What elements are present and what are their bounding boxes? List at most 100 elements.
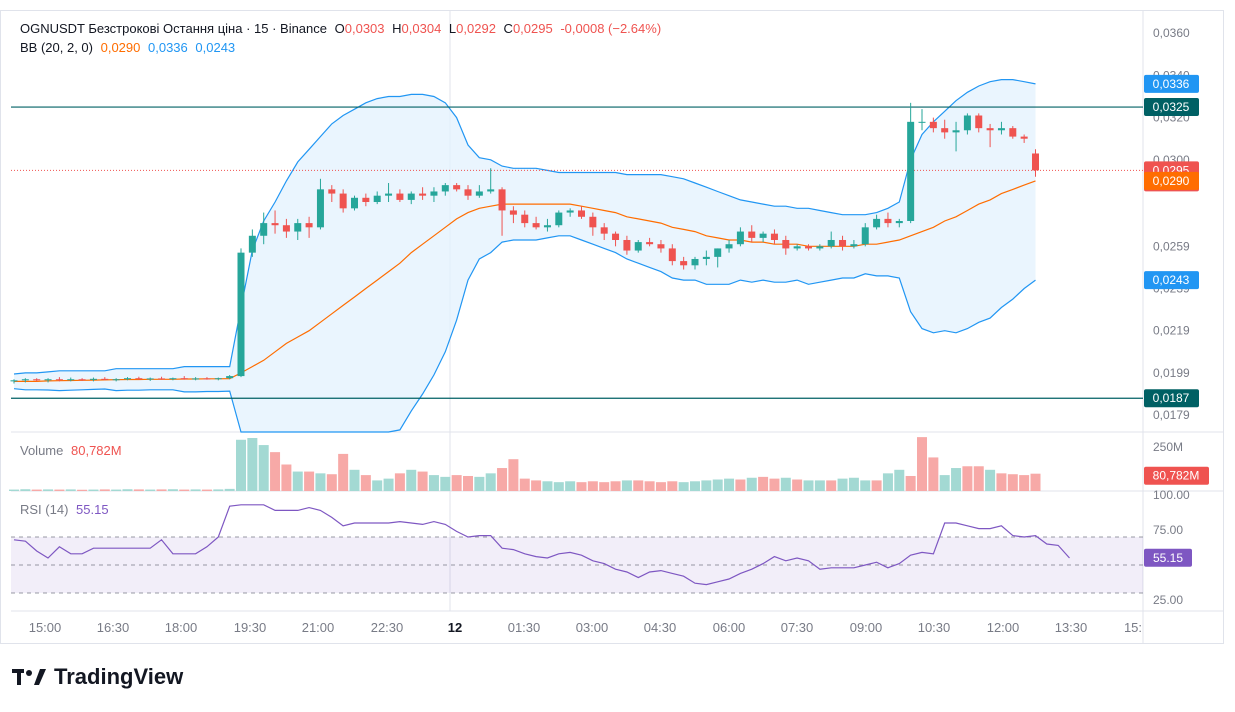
price-tick-label: 0,0259 — [1153, 239, 1190, 253]
price-label-text: 0,0325 — [1153, 100, 1190, 114]
volume-bar — [553, 482, 564, 491]
volume-bar — [326, 474, 337, 491]
price-label-text: 0,0187 — [1153, 391, 1190, 405]
time-tick-label: 03:00 — [576, 620, 609, 635]
volume-bar — [77, 489, 88, 491]
candle-body — [192, 378, 200, 380]
price-tick-label: 0,0219 — [1153, 324, 1190, 338]
candle-body — [532, 223, 540, 228]
bb-lower-value: 0,0243 — [195, 40, 236, 55]
volume-bar — [928, 457, 939, 491]
volume-bar — [304, 471, 315, 491]
candle-body — [203, 378, 211, 380]
candle-body — [600, 227, 608, 234]
volume-last-label-box — [1144, 466, 1209, 485]
candle-body — [271, 223, 279, 226]
candle-body — [805, 246, 812, 249]
volume-bar — [769, 478, 780, 491]
time-tick-label: 19:30 — [234, 620, 267, 635]
close-value: 0,0295 — [512, 21, 553, 36]
candle-body — [759, 233, 767, 238]
time-tick-label: 15:00 — [29, 620, 62, 635]
volume-bar — [746, 477, 757, 491]
candle-body — [657, 244, 665, 249]
candle-body — [782, 239, 790, 249]
volume-bars — [9, 437, 1041, 491]
volume-bar — [939, 475, 950, 491]
horizontal-lines[interactable] — [11, 106, 1143, 399]
candle-body — [634, 242, 642, 251]
volume-bar — [43, 489, 54, 491]
candle-body — [566, 210, 574, 213]
candle-body — [861, 227, 869, 245]
volume-bar — [633, 480, 644, 491]
time-tick-label: 18:00 — [165, 620, 198, 635]
volume-bar — [803, 480, 814, 491]
volume-bar — [712, 479, 723, 491]
low-label: L — [448, 21, 457, 36]
candle-body — [158, 378, 166, 380]
time-tick-label: 22:30 — [371, 620, 404, 635]
volume-bar — [848, 477, 859, 491]
price-tick-label: 0,0199 — [1153, 366, 1190, 380]
volume-bar — [701, 480, 712, 491]
volume-bar — [372, 480, 383, 491]
bb-fill — [14, 79, 1036, 432]
volume-bar — [973, 466, 984, 491]
candle-body — [555, 212, 563, 226]
time-tick-label: 12 — [448, 620, 462, 635]
candle-body — [850, 244, 858, 247]
time-tick-label: 15: — [1124, 620, 1142, 635]
candle-body — [793, 246, 801, 249]
volume-bar — [428, 475, 439, 491]
volume-bar — [440, 476, 451, 491]
candle-body — [55, 379, 63, 381]
volume-bar — [542, 481, 553, 491]
volume-bar — [270, 452, 281, 491]
candle-body — [475, 191, 483, 196]
candle-body — [260, 223, 268, 236]
candle-body — [282, 225, 290, 232]
candle-body — [89, 378, 97, 380]
candle-body — [827, 239, 835, 247]
volume-bar — [497, 468, 508, 491]
candle-body — [373, 195, 381, 203]
volume-bar — [860, 480, 871, 491]
volume-bar — [996, 473, 1007, 491]
volume-bar — [451, 475, 462, 491]
volume-bar — [406, 469, 417, 491]
volume-bar — [758, 476, 769, 491]
volume-bar — [826, 480, 837, 491]
price-label-box — [1144, 271, 1199, 290]
price-label-box — [1144, 74, 1199, 93]
candle-body — [351, 197, 358, 209]
candle-body — [385, 193, 393, 196]
bb-upper-value: 0,0336 — [148, 40, 188, 55]
volume-bar — [99, 489, 110, 491]
volume-bar — [735, 479, 746, 491]
candle-body — [328, 189, 336, 194]
volume-bar — [9, 489, 19, 491]
volume-label: Volume — [20, 443, 64, 458]
price-label-text: 0,0336 — [1153, 77, 1190, 91]
volume-bar — [576, 482, 587, 491]
candle-body — [997, 128, 1005, 131]
volume-bar — [54, 489, 65, 491]
time-tick-label: 01:30 — [508, 620, 541, 635]
symbol-legend: OGNUSDT Безстрокові Остання ціна · 15 · … — [20, 21, 665, 36]
volume-bar — [667, 481, 678, 491]
volume-bar — [156, 489, 167, 491]
price-tick-label: 0,0360 — [1153, 26, 1190, 40]
bb-label: BB (20, 2, 0) — [20, 40, 93, 55]
candle-body — [305, 223, 313, 228]
candle-body — [521, 214, 529, 224]
candle-body — [21, 379, 29, 381]
volume-tick-label: 250M — [1153, 440, 1183, 454]
price-label-text: 0,0243 — [1153, 273, 1190, 287]
tradingview-logo[interactable]: TradingView — [12, 664, 183, 690]
volume-bar — [122, 489, 133, 491]
open-value: 0,0303 — [344, 21, 385, 36]
candle-body — [1020, 136, 1028, 139]
volume-bar — [655, 482, 666, 491]
